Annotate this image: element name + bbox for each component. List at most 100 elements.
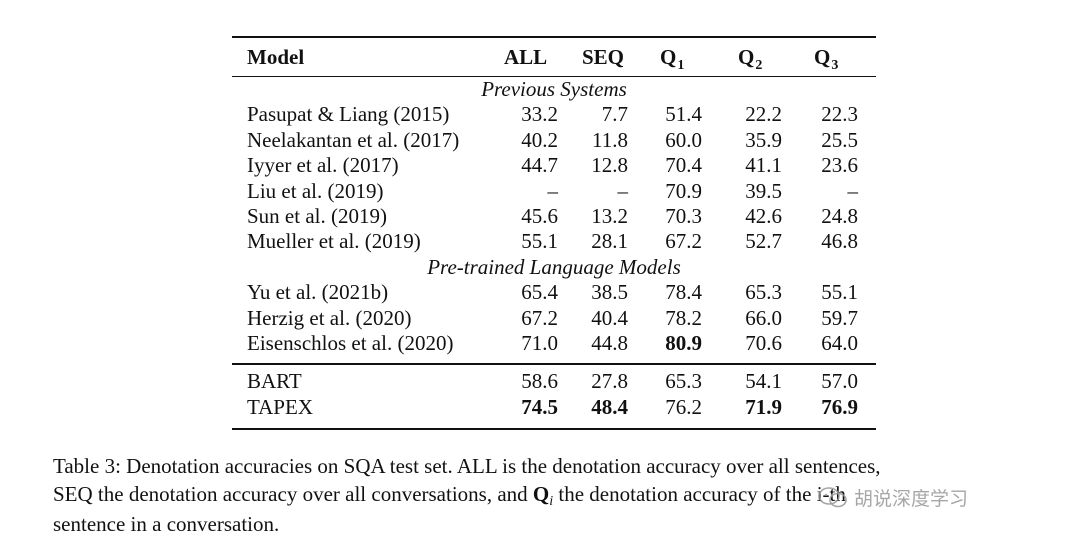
table-row: BART 58.6 27.8 65.3 54.1 57.0 [232,369,876,394]
cell-q2: 39.5 [745,178,782,203]
table-row: Eisenschlos et al. (2020) 71.0 44.8 80.9… [232,331,876,356]
cell-q2: 22.2 [745,102,782,127]
spacer [232,356,876,363]
row-model: Liu et al. (2019) [247,178,384,203]
row-model: TAPEX [247,394,313,419]
row-model: Iyyer et al. (2017) [247,153,399,178]
row-model: Neelakantan et al. (2017) [247,127,460,152]
row-model: BART [247,369,302,394]
table-row: Iyyer et al. (2017) 44.7 12.8 70.4 41.1 … [232,153,876,178]
cell-q3: 64.0 [821,330,858,355]
header-rule [232,76,876,77]
cell-seq: 27.8 [591,369,628,394]
cell-q3: 23.6 [821,153,858,178]
header-q2: Q2 [738,45,763,73]
table-row: Yu et al. (2021b) 65.4 38.5 78.4 65.3 55… [232,280,876,305]
cell-seq: 28.1 [591,229,628,254]
cell-q1: 70.3 [665,203,702,228]
cell-q3: 46.8 [821,229,858,254]
cell-all: – [547,178,559,203]
header-all: ALL [504,45,548,69]
table-header: Model ALL SEQ Q1 Q2 Q3 [232,38,876,76]
bottom-rule [232,428,876,431]
cell-q3: 22.3 [821,102,858,127]
wechat-icon [818,486,847,507]
caption-line-1: Table 3: Denotation accuracies on SQA te… [53,454,881,478]
cell-q3: 25.5 [821,127,858,152]
table-row: Liu et al. (2019) – – 70.9 39.5 – [232,179,876,204]
cell-all: 40.2 [521,127,558,152]
cell-q3: 24.8 [821,203,858,228]
header-q1: Q1 [660,45,685,73]
cell-q1: 51.4 [665,102,702,127]
section-previous-systems: Previous Systems [481,77,627,101]
table-row: Mueller et al. (2019) 55.1 28.1 67.2 52.… [232,229,876,254]
spacer [232,420,876,428]
header-seq: SEQ [582,45,625,69]
table-row: Sun et al. (2019) 45.6 13.2 70.3 42.6 24… [232,204,876,229]
row-model: Yu et al. (2021b) [247,280,389,305]
row-model: Herzig et al. (2020) [247,305,412,330]
cell-all: 44.7 [521,153,558,178]
cell-seq: 12.8 [591,153,628,178]
table-caption: Table 3: Denotation accuracies on SQA te… [53,453,1053,539]
cell-q1: 67.2 [665,229,702,254]
results-table: Model ALL SEQ Q1 Q2 Q3 Previous Systems … [232,36,876,431]
cell-q2: 41.1 [745,153,782,178]
row-model: Sun et al. (2019) [247,203,387,228]
cell-q2: 66.0 [745,305,782,330]
cell-seq: 7.7 [601,102,628,127]
row-model: Pasupat & Liang (2015) [247,102,450,127]
cell-all: 58.6 [521,369,558,394]
cell-q2: 70.6 [745,330,782,355]
section-pretrained-models: Pre-trained Language Models [427,254,681,279]
header-model: Model [247,45,305,69]
cell-q2: 65.3 [745,280,782,305]
cell-seq: 40.4 [591,305,628,330]
cell-seq: 11.8 [592,127,628,152]
cell-q1: 76.2 [665,394,702,419]
cell-q1: 70.9 [665,178,702,203]
cell-all-best: 74.5 [521,394,558,419]
cell-q1: 70.4 [665,153,702,178]
row-model: Mueller et al. (2019) [247,229,421,254]
caption-line-2: SEQ the denotation accuracy over all con… [53,481,846,509]
cell-q2-best: 71.9 [745,394,782,419]
cell-q1: 65.3 [665,369,702,394]
watermark-text: 胡说深度学习 [854,488,969,510]
cell-q2: 42.6 [745,203,782,228]
header-q3: Q3 [814,45,839,73]
cell-seq-best: 48.4 [591,394,628,419]
cell-q2: 35.9 [745,127,782,152]
cell-q3: 55.1 [821,280,858,305]
cell-q2: 54.1 [745,369,782,394]
cell-seq: – [617,178,629,203]
cell-q1: 60.0 [665,127,702,152]
table-row: Herzig et al. (2020) 67.2 40.4 78.2 66.0… [232,306,876,331]
table-row: Neelakantan et al. (2017) 40.2 11.8 60.0… [232,128,876,153]
watermark: 胡说深度学习 [818,484,968,511]
caption-line-3: sentence in a conversation. [53,512,280,536]
cell-q3: 57.0 [821,369,858,394]
table-row: TAPEX 74.5 48.4 76.2 71.9 76.9 [232,395,876,420]
cell-q1: 78.4 [665,280,702,305]
cell-seq: 44.8 [591,330,628,355]
cell-q2: 52.7 [745,229,782,254]
cell-q3: 59.7 [821,305,858,330]
cell-all: 71.0 [521,330,558,355]
cell-all: 45.6 [521,203,558,228]
cell-seq: 38.5 [591,280,628,305]
cell-all: 67.2 [521,305,558,330]
cell-q3: – [847,178,859,203]
table-row: Pasupat & Liang (2015) 33.2 7.7 51.4 22.… [232,102,876,127]
cell-seq: 13.2 [591,203,628,228]
cell-all: 65.4 [521,280,558,305]
cell-q3-best: 76.9 [821,394,858,419]
cell-q1-best: 80.9 [665,330,702,355]
row-model: Eisenschlos et al. (2020) [247,330,454,355]
mid-rule [232,363,876,366]
top-rule [232,36,876,38]
cell-q1: 78.2 [665,305,702,330]
cell-all: 33.2 [521,102,558,127]
cell-all: 55.1 [521,229,558,254]
